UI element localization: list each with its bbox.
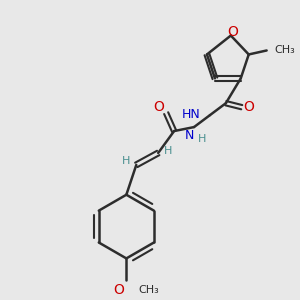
- Text: H: H: [122, 156, 130, 166]
- Text: O: O: [113, 283, 124, 297]
- Text: O: O: [153, 100, 164, 114]
- Text: CH₃: CH₃: [138, 285, 159, 295]
- Text: H: H: [198, 134, 206, 144]
- Text: H: H: [164, 146, 172, 156]
- Text: CH₃: CH₃: [274, 46, 296, 56]
- Text: HN: HN: [182, 108, 201, 121]
- Text: N: N: [184, 128, 194, 142]
- Text: O: O: [227, 25, 238, 39]
- Text: O: O: [243, 100, 254, 114]
